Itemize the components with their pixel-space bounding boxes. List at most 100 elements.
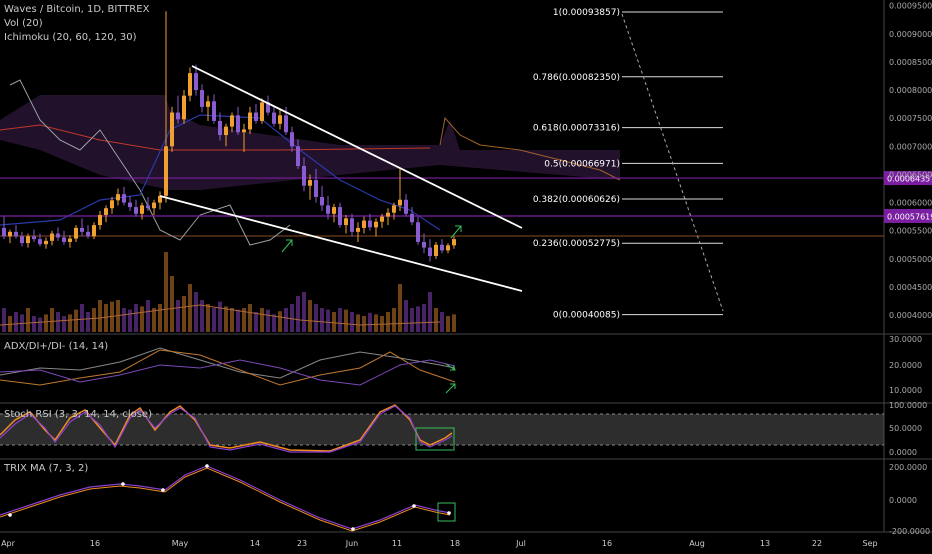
candle-body: [152, 202, 156, 209]
volume-bar: [326, 309, 330, 332]
trix-tick-label: 0.0000: [889, 496, 917, 505]
candle-body: [44, 240, 48, 245]
volume-bar: [14, 312, 18, 332]
candle-body: [410, 213, 414, 223]
volume-bar: [320, 308, 324, 332]
volume-bar: [254, 312, 258, 332]
volume-ma-line: [0, 304, 441, 326]
volume-bar: [50, 308, 54, 332]
candle-body: [308, 180, 312, 186]
price-badge-label: 0.00057619: [887, 212, 932, 221]
candle-body: [122, 194, 126, 203]
date-tick-label: 16: [602, 539, 612, 548]
price-badge: [884, 208, 932, 223]
candle-body: [74, 227, 78, 239]
candle-body: [290, 132, 294, 147]
candle-body: [374, 221, 378, 228]
adx-tick-label: 10.0000: [889, 386, 922, 395]
candle-body: [116, 194, 120, 201]
volume-bar: [296, 296, 300, 332]
volume-bar: [410, 308, 414, 332]
volume-bar: [212, 308, 216, 332]
arrow-up-icon: [281, 239, 293, 253]
arrow-down-icon: [445, 363, 456, 371]
candle-body: [338, 207, 342, 226]
volume-bar: [362, 316, 366, 332]
candle-body: [392, 205, 396, 213]
volume-bar: [248, 304, 252, 332]
fib-level-label: 0(0.00040085): [553, 311, 620, 321]
volume-bar: [434, 308, 438, 332]
volume-bar: [314, 304, 318, 332]
fib-level-label: 0.786(0.00082350): [533, 73, 620, 83]
price-badge: [884, 171, 932, 186]
candle-body: [422, 241, 426, 248]
volume-bar: [260, 308, 264, 332]
candle-body: [278, 115, 282, 124]
trix-marker: [351, 527, 355, 531]
trix-marker: [205, 464, 209, 468]
fib-level-label: 0.5(0.00066971): [544, 159, 620, 169]
volume-bar: [422, 304, 426, 332]
adx-title: ADX/DI+/DI- (14, 14): [4, 341, 109, 352]
volume-bar: [176, 300, 180, 332]
candle-body: [212, 101, 216, 121]
candle-body: [80, 227, 84, 232]
volume-bar: [404, 300, 408, 332]
candle-body: [164, 146, 168, 196]
candle-body: [296, 146, 300, 166]
candle-body: [368, 220, 372, 228]
upper-trendline: [191, 65, 523, 229]
date-tick-label: 22: [812, 539, 822, 548]
candle-body: [362, 220, 366, 228]
date-tick-label: 23: [297, 539, 307, 548]
date-tick-label: 11: [392, 539, 402, 548]
volume-bar: [140, 306, 144, 332]
stoch-tick-label: 50.0000: [889, 424, 922, 433]
volume-bar: [206, 304, 210, 332]
volume-bar: [62, 316, 66, 332]
trix-marker: [8, 513, 12, 517]
volume-bar: [440, 312, 444, 332]
candle-body: [380, 216, 384, 222]
trix-title: TRIX MA (7, 3, 2): [4, 463, 89, 474]
fib-level-label: 1(0.00093857): [553, 8, 620, 18]
arrow-up-icon: [450, 225, 462, 239]
price-tick-label: 0.00040000: [889, 311, 932, 320]
candle-body: [200, 90, 204, 107]
volume-bar: [308, 300, 312, 332]
volume-bar: [2, 308, 6, 332]
volume-bar: [32, 316, 36, 332]
volume-bar: [188, 284, 192, 332]
lower-trendline: [159, 195, 523, 292]
candle-body: [62, 237, 66, 242]
highlight-box: [415, 427, 455, 451]
volume-bar: [134, 304, 138, 332]
candle-body: [50, 233, 54, 241]
volume-bar: [284, 308, 288, 332]
candle-body: [92, 225, 96, 237]
volume-bar: [194, 292, 198, 332]
volume-bar: [86, 312, 90, 332]
stoch-tick-label: 0.0000: [889, 448, 917, 457]
volume-bar: [290, 304, 294, 332]
candle-body: [284, 115, 288, 133]
candle-body: [434, 244, 438, 257]
candle-body: [416, 222, 420, 242]
volume-bar: [92, 308, 96, 332]
volume-bar: [350, 312, 354, 332]
candle-body: [302, 166, 306, 186]
ichimoku-legend: Ichimoku (20, 60, 120, 30): [4, 32, 137, 43]
candle-body: [440, 244, 444, 251]
stoch-d-line: [0, 405, 453, 453]
candle-body: [26, 236, 30, 244]
stoch-title: Stoch RSI (3, 3, 14, 14, close): [4, 409, 152, 420]
volume-bar: [398, 284, 402, 332]
